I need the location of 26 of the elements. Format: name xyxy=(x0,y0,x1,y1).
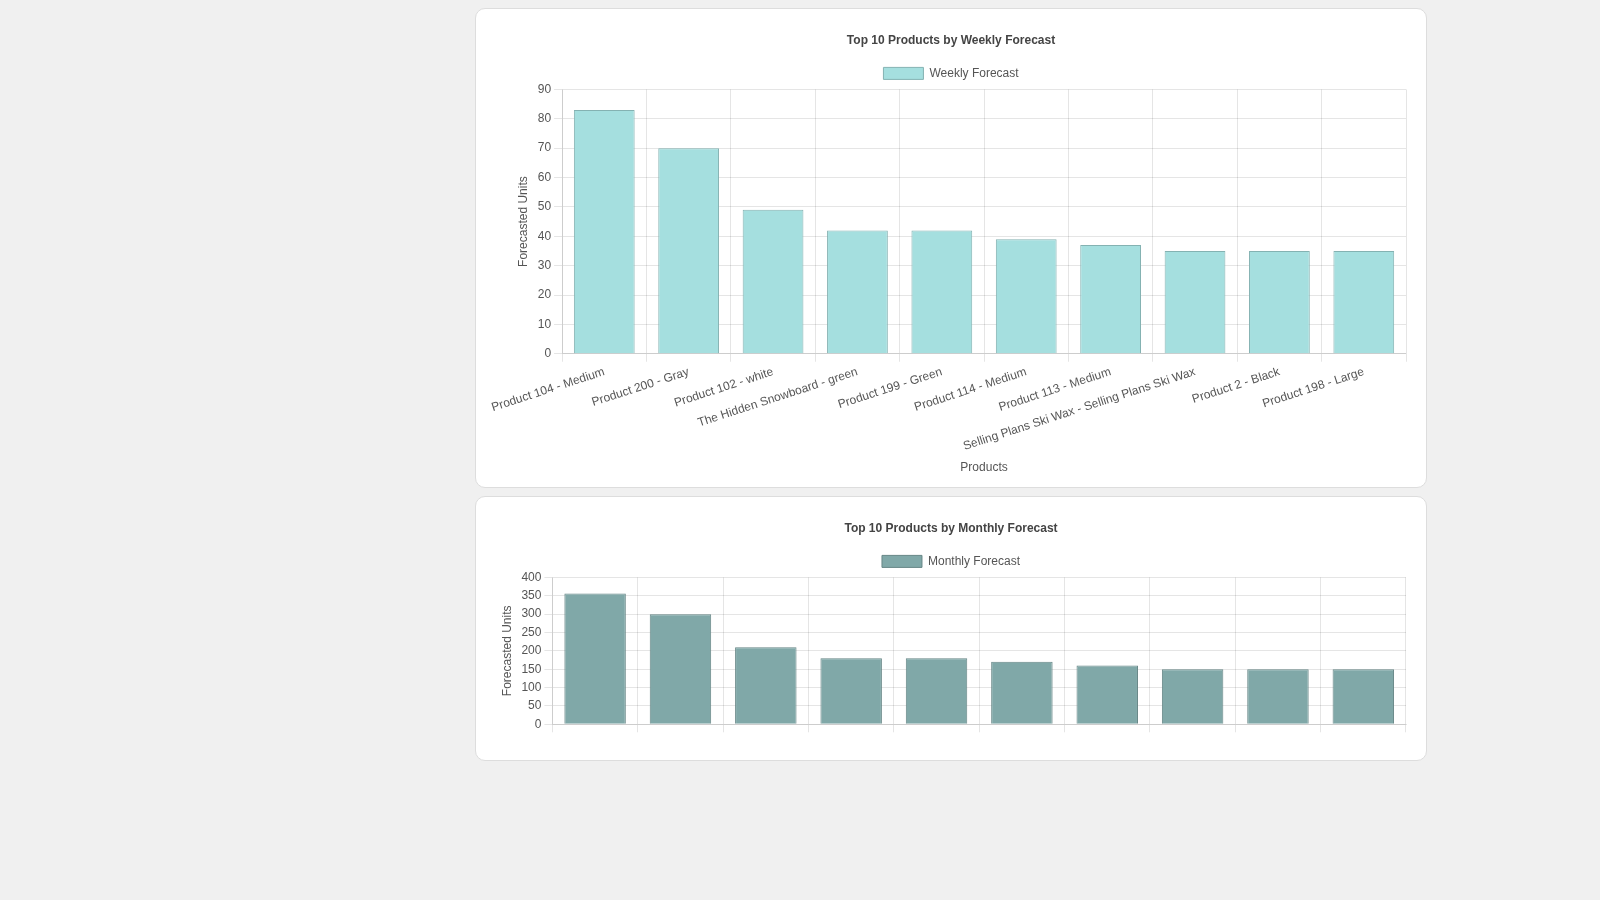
y-tick-label: 70 xyxy=(537,140,552,155)
y-tick-label: 100 xyxy=(521,679,542,694)
y-tick-label: 50 xyxy=(537,199,552,214)
y-tick-label: 90 xyxy=(537,81,552,96)
y-tick-label: 20 xyxy=(537,287,552,302)
legend-label: Monthly Forecast xyxy=(927,553,1021,568)
chart-title: Top 10 Products by Monthly Forecast xyxy=(844,520,1058,535)
x-axis-title: Products xyxy=(960,460,1008,475)
y-tick-label: 80 xyxy=(537,111,552,126)
y-tick-label: 50 xyxy=(528,698,542,713)
y-tick-label: 30 xyxy=(537,257,552,272)
y-tick-label: 0 xyxy=(544,346,552,361)
chart-title: Top 10 Products by Weekly Forecast xyxy=(846,32,1056,47)
y-tick-label: 350 xyxy=(521,588,542,603)
y-tick-label: 150 xyxy=(521,661,542,676)
y-tick-label: 10 xyxy=(537,316,552,331)
y-tick-label: 60 xyxy=(537,169,552,184)
y-tick-label: 0 xyxy=(534,716,542,731)
y-tick-label: 400 xyxy=(521,569,542,584)
legend-label: Weekly Forecast xyxy=(929,65,1020,80)
y-tick-label: 200 xyxy=(521,643,542,658)
y-axis-title: Forecasted Units xyxy=(515,176,530,267)
y-axis-title: Forecasted Units xyxy=(499,605,514,697)
y-tick-label: 250 xyxy=(521,624,542,639)
y-tick-label: 40 xyxy=(537,228,552,243)
y-tick-label: 300 xyxy=(521,606,542,621)
